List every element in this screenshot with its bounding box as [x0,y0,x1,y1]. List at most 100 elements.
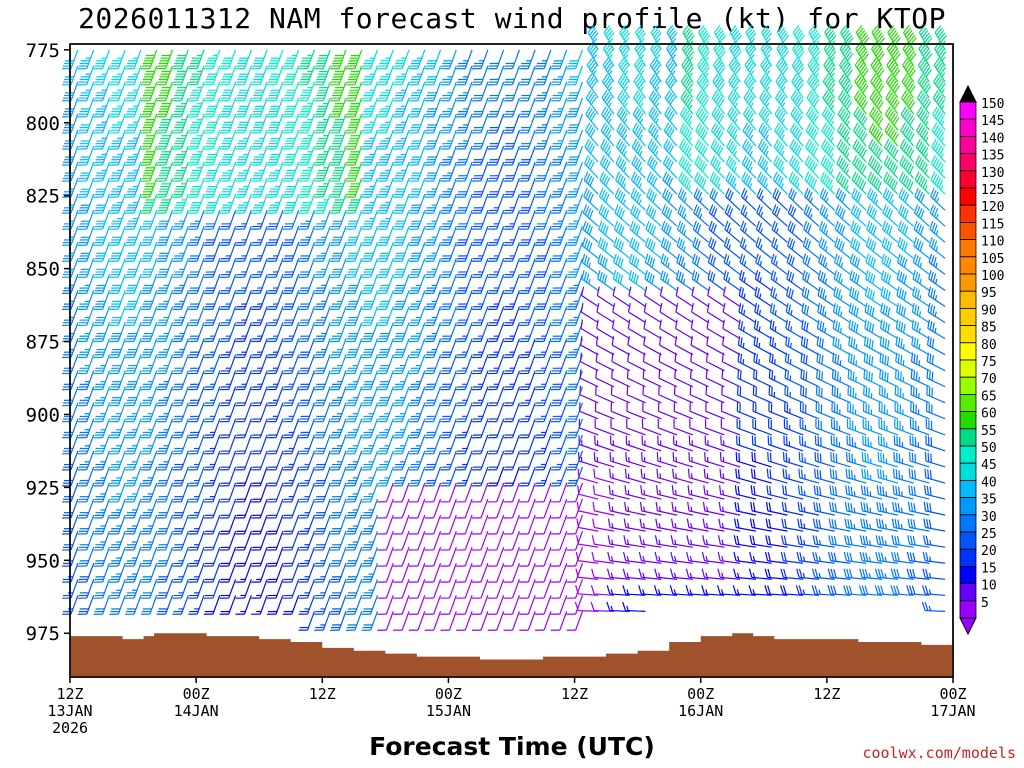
barb-staff [433,546,442,567]
barb-staff [306,466,315,486]
barb-staff [338,113,347,134]
barb-staff [243,145,252,166]
wind-barb [219,274,237,294]
barb-staff [149,49,158,69]
wind-barb [393,290,410,311]
wind-barb [203,242,221,262]
barb-staff [417,177,426,198]
wind-barb [156,81,174,102]
barb-staff [306,611,315,631]
barb-staff [401,161,410,182]
wind-barb [298,290,315,311]
barb-staff [370,466,379,486]
barb-staff [322,97,331,117]
barb-staff [70,386,79,406]
wind-barb [267,177,284,198]
barb-staff [385,450,394,470]
barb-staff [401,611,410,631]
barb-staff [401,290,410,310]
barb-staff [401,258,410,278]
barb-staff [180,81,189,101]
barb-staff [86,338,95,358]
wind-barb [172,482,189,503]
wind-barb [282,81,300,102]
barb-staff [133,177,142,198]
barb-staff [228,546,237,567]
barb-staff [228,595,237,615]
barb-staff [212,482,221,503]
wind-barb [235,113,252,134]
barb-staff [291,177,300,198]
wind-barb [298,595,315,615]
barb-staff [228,145,237,166]
wind-barb [267,434,284,455]
barb-staff [228,402,237,422]
barb-staff [259,482,268,503]
wind-barb [440,161,457,182]
wind-barb [298,370,315,391]
wind-barb [330,258,347,278]
barb-staff [102,338,110,358]
barb-staff [212,418,221,438]
wind-barb [393,579,410,599]
wind-barb [377,498,394,519]
barb-staff [102,482,110,503]
wind-barb [219,338,237,359]
barb-staff [385,210,394,230]
barb-staff [259,370,268,390]
wind-barb [219,210,237,230]
wind-barb [298,242,315,262]
wind-barb [330,145,347,166]
barb-staff [70,177,79,198]
wind-barb [267,450,284,471]
wind-barb [235,177,252,198]
barb-staff [291,161,300,182]
wind-barb [219,161,237,182]
barb-staff [448,145,457,166]
wind-barb [125,129,142,150]
wind-barb [314,97,331,118]
wind-barb [424,563,442,583]
wind-barb [140,97,158,118]
barb-staff [165,97,174,117]
wind-barb [109,226,126,246]
wind-barb [345,97,363,118]
barb-staff [180,354,189,374]
barb-staff [291,514,300,535]
wind-barb [188,274,205,294]
wind-barb [408,434,426,455]
barb-staff [117,194,126,214]
barb-staff [259,177,268,198]
wind-barb [109,81,126,102]
wind-barb [125,450,142,471]
wind-barb [298,97,315,118]
barb-staff [243,322,252,342]
wind-barb [125,595,142,615]
wind-barb [361,65,379,86]
barb-staff [243,434,252,454]
wind-barb [188,242,205,262]
wind-barb [251,530,268,551]
wind-barb [408,210,426,230]
barb-staff [291,386,300,406]
barb-staff [243,482,252,503]
barb-staff [86,530,95,551]
wind-barb [203,498,221,519]
wind-barb [282,97,300,118]
barb-staff [102,498,110,519]
wind-barb [330,546,347,567]
barb-staff [243,274,252,294]
wind-barb [267,466,284,487]
barb-staff [354,450,363,470]
barb-staff [117,226,126,246]
wind-barb [251,546,268,567]
barb-staff [401,466,410,486]
barb-staff [385,258,394,278]
wind-barb [424,113,442,134]
wind-barb [140,354,158,375]
wind-barb [424,466,442,487]
wind-barb [93,161,110,182]
wind-barb [377,579,394,599]
wind-barb [188,498,205,519]
wind-barb [393,514,410,535]
